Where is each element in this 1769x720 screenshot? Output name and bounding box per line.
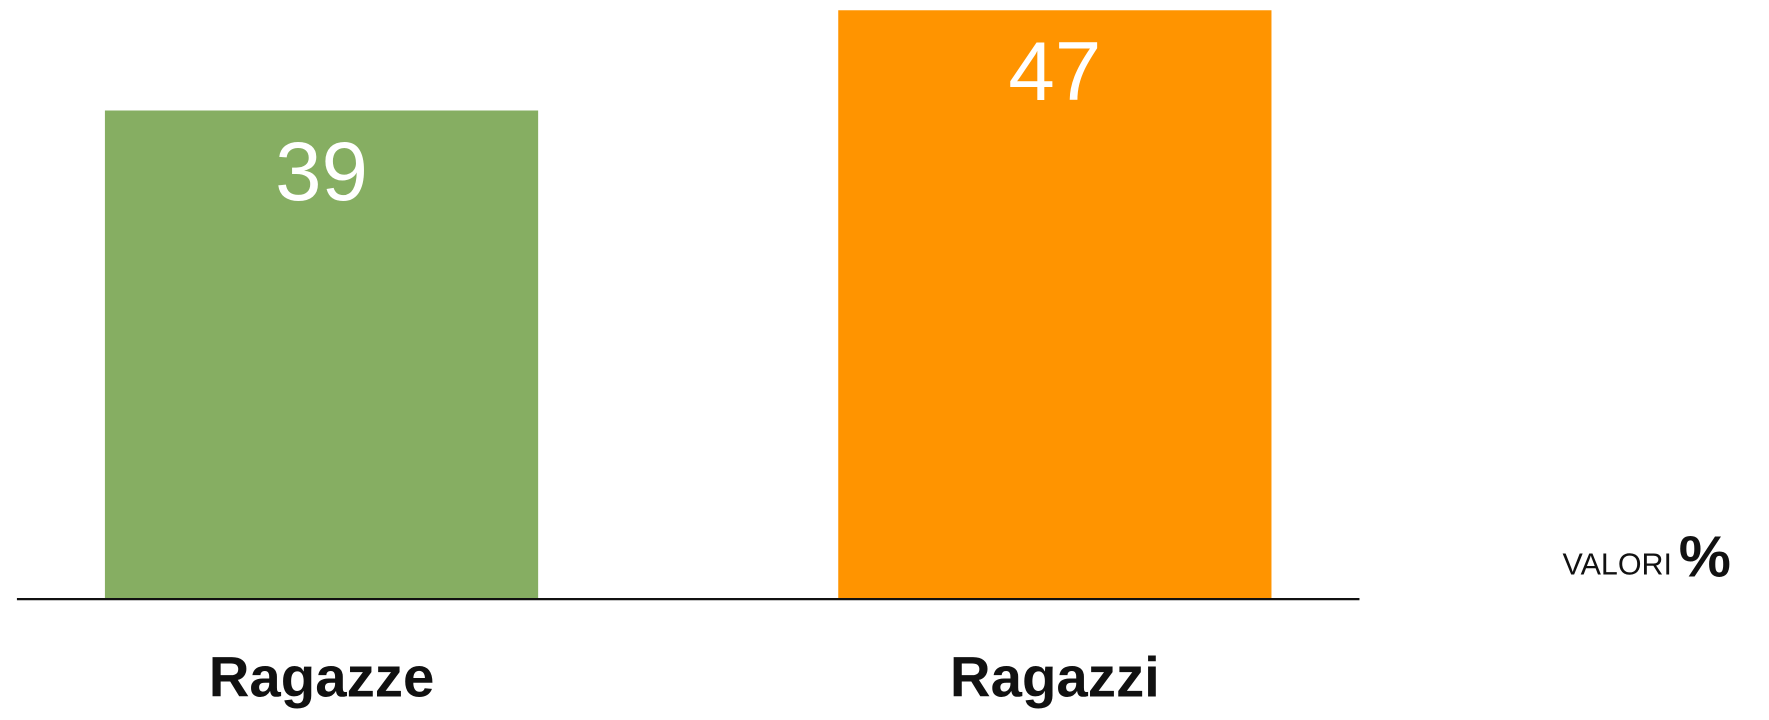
bar [838,10,1272,600]
unit-label: VALORI [1563,548,1672,582]
value-label: 47 [1008,24,1101,118]
x-tick-label: Ragazzi [950,645,1160,708]
value-label: 39 [275,124,368,218]
bar [104,110,539,600]
unit-symbol: % [1679,524,1731,589]
x-tick-label: Ragazze [209,645,435,708]
